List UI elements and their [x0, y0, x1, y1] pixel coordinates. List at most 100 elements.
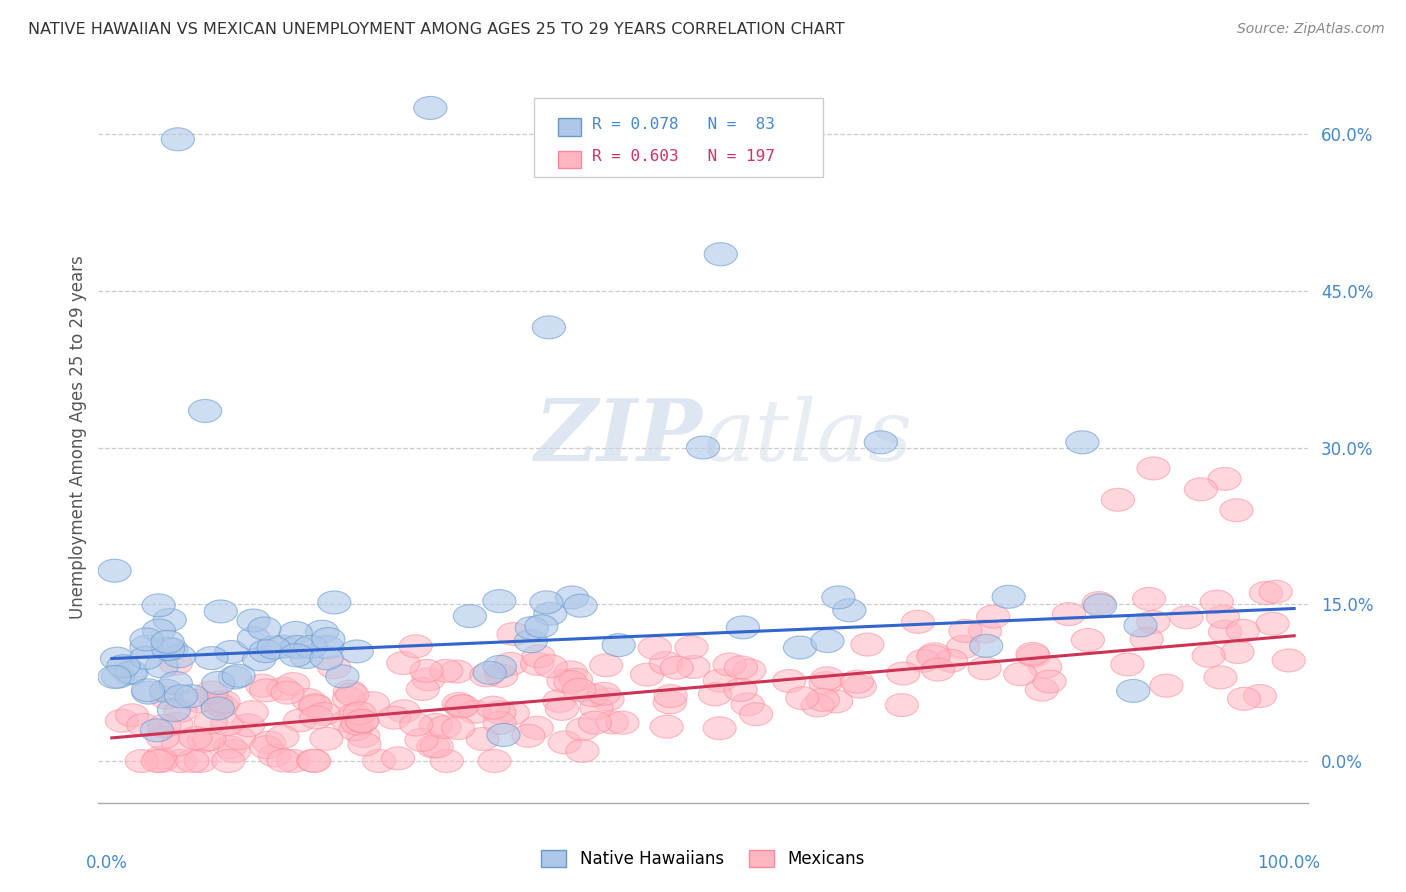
Ellipse shape	[703, 717, 737, 739]
Ellipse shape	[148, 714, 181, 738]
Ellipse shape	[280, 644, 312, 666]
Ellipse shape	[271, 681, 304, 704]
Ellipse shape	[1083, 591, 1115, 615]
Ellipse shape	[482, 590, 516, 613]
Ellipse shape	[567, 718, 599, 740]
Ellipse shape	[478, 749, 510, 772]
Ellipse shape	[181, 690, 215, 713]
Ellipse shape	[1123, 614, 1157, 637]
Ellipse shape	[713, 653, 747, 676]
Ellipse shape	[152, 638, 184, 660]
Ellipse shape	[458, 700, 492, 723]
Ellipse shape	[298, 749, 330, 772]
Ellipse shape	[150, 680, 183, 703]
Ellipse shape	[967, 657, 1001, 680]
Ellipse shape	[724, 656, 758, 679]
Ellipse shape	[267, 749, 301, 772]
Ellipse shape	[886, 694, 918, 716]
Ellipse shape	[299, 706, 333, 729]
Ellipse shape	[1184, 478, 1218, 500]
Ellipse shape	[1025, 678, 1059, 701]
Ellipse shape	[530, 591, 562, 614]
Ellipse shape	[524, 615, 558, 638]
Ellipse shape	[1052, 603, 1085, 625]
Ellipse shape	[187, 730, 221, 752]
Ellipse shape	[195, 681, 228, 704]
Ellipse shape	[467, 728, 499, 750]
Ellipse shape	[554, 661, 588, 684]
Ellipse shape	[1066, 431, 1099, 454]
Ellipse shape	[363, 749, 395, 772]
Ellipse shape	[1033, 670, 1066, 693]
Ellipse shape	[470, 664, 503, 687]
Ellipse shape	[419, 714, 453, 737]
Text: NATIVE HAWAIIAN VS MEXICAN UNEMPLOYMENT AMONG AGES 25 TO 29 YEARS CORRELATION CH: NATIVE HAWAIIAN VS MEXICAN UNEMPLOYMENT …	[28, 22, 845, 37]
Ellipse shape	[193, 728, 226, 751]
Ellipse shape	[630, 663, 664, 686]
Ellipse shape	[413, 96, 447, 120]
Ellipse shape	[543, 690, 576, 713]
Ellipse shape	[901, 610, 935, 633]
Ellipse shape	[235, 701, 269, 723]
Ellipse shape	[238, 627, 270, 650]
Ellipse shape	[179, 727, 212, 749]
Ellipse shape	[129, 635, 163, 658]
Ellipse shape	[496, 623, 530, 646]
Ellipse shape	[546, 698, 578, 721]
Ellipse shape	[851, 633, 884, 656]
Ellipse shape	[486, 723, 520, 747]
Ellipse shape	[141, 749, 174, 772]
Ellipse shape	[105, 709, 138, 732]
Ellipse shape	[1084, 594, 1116, 617]
Ellipse shape	[496, 701, 530, 724]
Ellipse shape	[1227, 688, 1261, 710]
Ellipse shape	[387, 651, 420, 674]
Ellipse shape	[259, 744, 291, 767]
Ellipse shape	[318, 591, 352, 614]
Ellipse shape	[284, 709, 316, 732]
Y-axis label: Unemployment Among Ages 25 to 29 years: Unemployment Among Ages 25 to 29 years	[69, 255, 87, 619]
Ellipse shape	[520, 716, 554, 739]
Ellipse shape	[596, 711, 628, 734]
Ellipse shape	[336, 683, 368, 706]
Ellipse shape	[100, 647, 134, 670]
Ellipse shape	[554, 671, 588, 694]
Ellipse shape	[772, 669, 806, 692]
Ellipse shape	[650, 715, 683, 739]
Ellipse shape	[534, 602, 567, 625]
Ellipse shape	[222, 665, 256, 687]
Ellipse shape	[347, 733, 381, 756]
Ellipse shape	[811, 667, 844, 690]
Ellipse shape	[1206, 606, 1240, 628]
Ellipse shape	[484, 656, 516, 678]
Ellipse shape	[412, 668, 446, 690]
Ellipse shape	[205, 695, 238, 717]
Ellipse shape	[101, 665, 135, 688]
Ellipse shape	[534, 655, 568, 678]
Ellipse shape	[1116, 680, 1150, 702]
Ellipse shape	[188, 400, 222, 423]
Ellipse shape	[820, 690, 852, 713]
Ellipse shape	[575, 683, 609, 706]
Ellipse shape	[280, 622, 312, 644]
Ellipse shape	[484, 712, 516, 734]
Ellipse shape	[1004, 663, 1036, 686]
Ellipse shape	[145, 749, 177, 772]
Ellipse shape	[494, 652, 527, 675]
Ellipse shape	[823, 586, 855, 609]
Text: ZIP: ZIP	[536, 395, 703, 479]
Ellipse shape	[887, 662, 920, 685]
Ellipse shape	[347, 724, 380, 747]
Ellipse shape	[153, 608, 186, 632]
Ellipse shape	[236, 609, 270, 632]
Ellipse shape	[378, 706, 411, 729]
Ellipse shape	[547, 670, 581, 692]
Ellipse shape	[381, 747, 415, 770]
Ellipse shape	[218, 666, 252, 689]
Ellipse shape	[1137, 457, 1170, 480]
Ellipse shape	[155, 638, 188, 661]
Ellipse shape	[195, 647, 228, 670]
Ellipse shape	[311, 636, 343, 658]
Ellipse shape	[588, 682, 620, 706]
Ellipse shape	[246, 674, 278, 698]
